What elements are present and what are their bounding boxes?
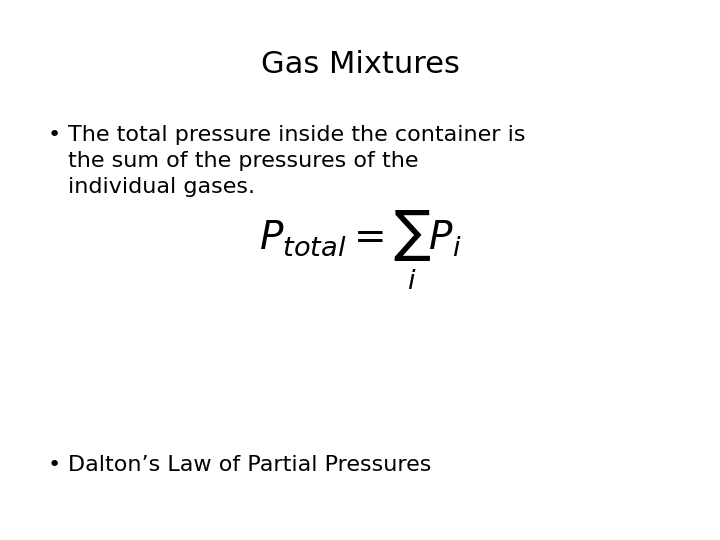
Text: Dalton’s Law of Partial Pressures: Dalton’s Law of Partial Pressures — [68, 455, 431, 475]
Text: The total pressure inside the container is: The total pressure inside the container … — [68, 125, 526, 145]
Text: $P_{total} = \sum_{i} P_i$: $P_{total} = \sum_{i} P_i$ — [258, 208, 462, 292]
Text: •: • — [48, 125, 61, 145]
Text: •: • — [48, 455, 61, 475]
Text: the sum of the pressures of the: the sum of the pressures of the — [68, 151, 418, 171]
Text: individual gases.: individual gases. — [68, 177, 255, 197]
Text: Gas Mixtures: Gas Mixtures — [261, 50, 459, 79]
